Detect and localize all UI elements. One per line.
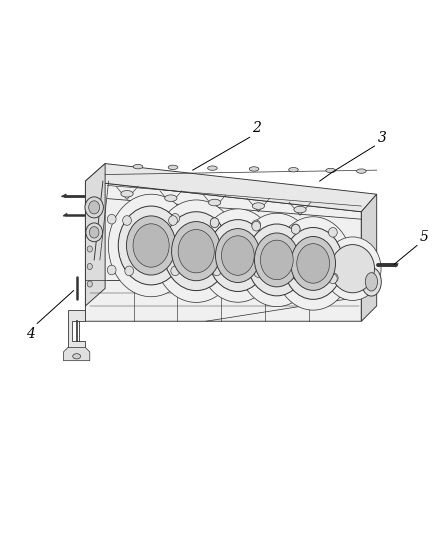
Ellipse shape xyxy=(291,224,300,234)
Text: 5: 5 xyxy=(420,230,428,244)
Ellipse shape xyxy=(328,228,337,237)
Ellipse shape xyxy=(127,216,176,275)
Ellipse shape xyxy=(291,237,336,290)
Ellipse shape xyxy=(87,246,92,252)
Polygon shape xyxy=(85,181,361,321)
Ellipse shape xyxy=(357,169,366,173)
Ellipse shape xyxy=(215,229,260,282)
Ellipse shape xyxy=(163,212,229,290)
Ellipse shape xyxy=(289,167,298,172)
Polygon shape xyxy=(85,164,105,306)
Ellipse shape xyxy=(133,224,169,267)
Ellipse shape xyxy=(85,197,103,218)
Ellipse shape xyxy=(86,223,102,242)
Ellipse shape xyxy=(252,220,261,230)
Ellipse shape xyxy=(178,230,214,273)
Ellipse shape xyxy=(222,236,254,276)
Ellipse shape xyxy=(297,244,329,283)
Ellipse shape xyxy=(199,209,276,302)
Ellipse shape xyxy=(254,233,299,287)
Ellipse shape xyxy=(210,218,219,228)
Text: 4: 4 xyxy=(26,327,35,341)
Ellipse shape xyxy=(365,273,378,291)
Ellipse shape xyxy=(208,220,268,292)
Ellipse shape xyxy=(210,218,219,228)
Polygon shape xyxy=(361,194,377,321)
Ellipse shape xyxy=(171,214,180,223)
Ellipse shape xyxy=(87,263,92,270)
Ellipse shape xyxy=(172,222,221,281)
Ellipse shape xyxy=(328,274,337,284)
Ellipse shape xyxy=(329,273,338,282)
Ellipse shape xyxy=(252,203,265,209)
Ellipse shape xyxy=(87,281,92,287)
Ellipse shape xyxy=(123,216,131,225)
Ellipse shape xyxy=(212,266,221,276)
Ellipse shape xyxy=(254,268,263,278)
Ellipse shape xyxy=(238,213,315,306)
Ellipse shape xyxy=(208,166,217,171)
Text: 2: 2 xyxy=(252,121,261,135)
Ellipse shape xyxy=(324,237,381,301)
Ellipse shape xyxy=(291,224,300,233)
Ellipse shape xyxy=(249,167,259,171)
Ellipse shape xyxy=(331,245,374,293)
Text: 3: 3 xyxy=(378,131,386,145)
Polygon shape xyxy=(64,348,90,361)
Ellipse shape xyxy=(261,240,293,280)
Ellipse shape xyxy=(208,199,221,206)
Ellipse shape xyxy=(108,194,194,297)
Ellipse shape xyxy=(294,206,306,213)
Polygon shape xyxy=(85,164,377,212)
Ellipse shape xyxy=(153,200,239,302)
Ellipse shape xyxy=(89,227,99,238)
Ellipse shape xyxy=(293,270,301,280)
Ellipse shape xyxy=(326,168,336,173)
Ellipse shape xyxy=(125,266,134,276)
Ellipse shape xyxy=(169,216,177,225)
Ellipse shape xyxy=(107,265,116,275)
Ellipse shape xyxy=(283,228,343,300)
Ellipse shape xyxy=(121,190,133,197)
Ellipse shape xyxy=(275,217,352,310)
Ellipse shape xyxy=(88,201,99,214)
Polygon shape xyxy=(68,310,85,348)
Ellipse shape xyxy=(361,268,381,296)
Ellipse shape xyxy=(171,266,180,276)
Ellipse shape xyxy=(107,214,116,224)
Ellipse shape xyxy=(247,224,307,296)
Ellipse shape xyxy=(252,221,261,231)
Ellipse shape xyxy=(118,206,184,285)
Ellipse shape xyxy=(73,354,81,359)
Ellipse shape xyxy=(168,165,178,169)
Ellipse shape xyxy=(133,165,143,169)
Ellipse shape xyxy=(165,195,177,201)
